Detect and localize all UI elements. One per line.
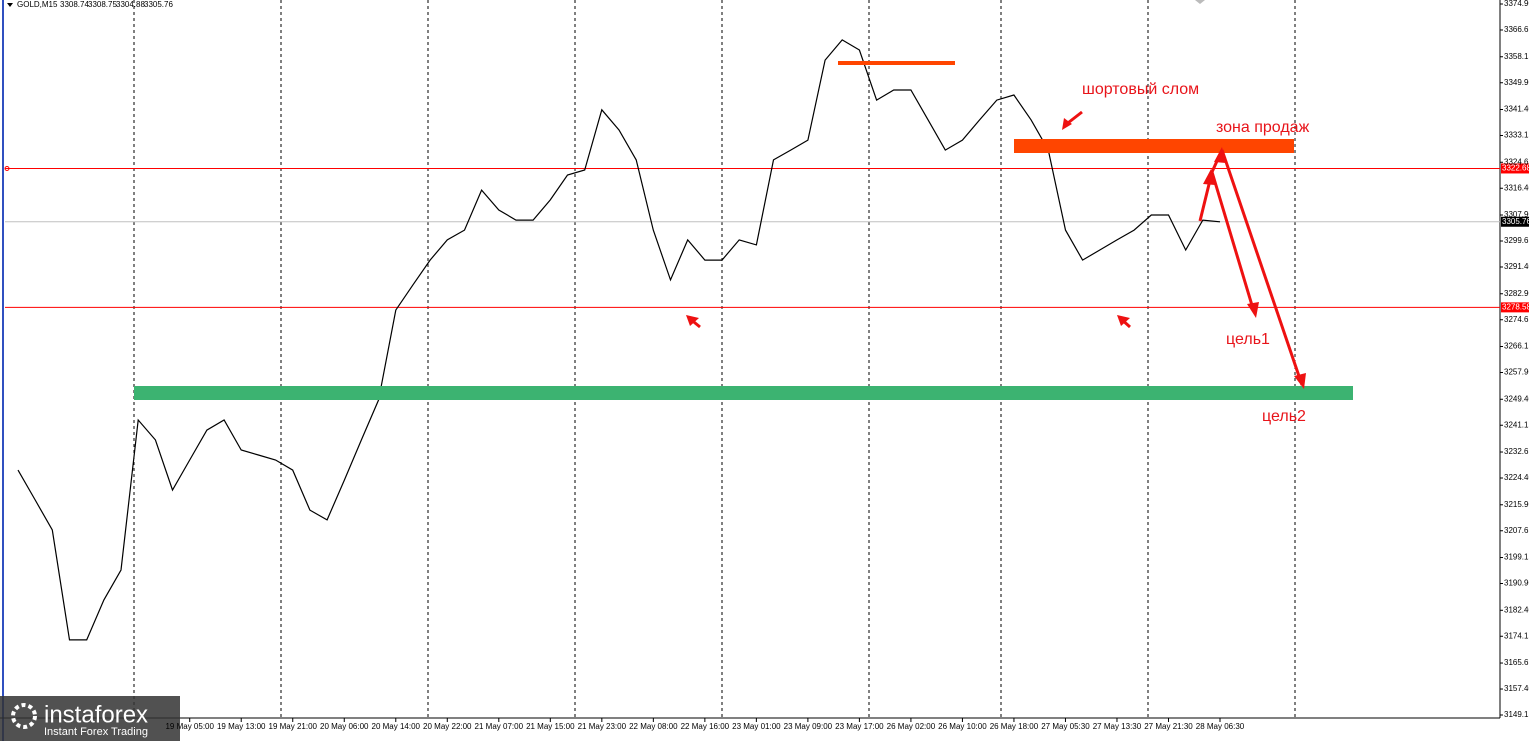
price-level-box: [1501, 163, 1529, 174]
watermark-tagline: Instant Forex Trading: [44, 726, 148, 738]
x-tick-label: 28 May 06:30: [1196, 722, 1245, 731]
x-tick-label: 20 May 14:00: [372, 722, 421, 731]
x-tick-label: 22 May 16:00: [681, 722, 730, 731]
x-tick-label: 23 May 17:00: [835, 722, 884, 731]
y-tick-label: 3341.40: [1504, 105, 1529, 114]
high: 3308.75: [88, 0, 117, 9]
y-tick-label: 3199.15: [1504, 553, 1529, 562]
y-tick-label: 3299.65: [1504, 236, 1529, 245]
watermark-box: [0, 696, 180, 741]
x-tick-label: 20 May 22:00: [423, 722, 472, 731]
x-tick-label: 27 May 13:30: [1093, 722, 1142, 731]
price-level-box: [1501, 216, 1529, 227]
y-tick-label: 3316.40: [1504, 183, 1529, 192]
plot: [17, 39, 1221, 641]
price-level-label: 3305.76: [1502, 217, 1529, 226]
x-tick-label: 19 May 05:00: [165, 722, 214, 731]
x-tick-label: 21 May 23:00: [578, 722, 627, 731]
annotation: зона продаж: [1216, 119, 1310, 136]
y-tick-label: 3307.90: [1504, 210, 1529, 219]
x-tick-label: 23 May 01:00: [732, 722, 781, 731]
x-tick-label: 20 May 06:00: [320, 722, 369, 731]
close: 3305.76: [144, 0, 173, 9]
annotation: цель2: [1262, 408, 1306, 425]
x-tick-label: 26 May 02:00: [887, 722, 936, 731]
x-tick-label: 22 May 08:00: [629, 722, 678, 731]
x-tick-label: 26 May 10:00: [938, 722, 987, 731]
y-tick-label: 3190.90: [1504, 579, 1529, 588]
x-tick-label: 19 May 13:00: [217, 722, 266, 731]
x-tick-label: 23 May 09:00: [784, 722, 833, 731]
y-tick-label: 3374.90: [1504, 0, 1529, 8]
y-tick-label: 3182.40: [1504, 605, 1529, 614]
arrow-heads: [686, 118, 1306, 389]
annotation: шортовый слом: [1082, 81, 1199, 98]
y-tick-label: 3157.40: [1504, 684, 1529, 693]
price-line: [17, 39, 1221, 641]
y-tick-label: 3165.65: [1504, 658, 1529, 667]
annotation: цель1: [1226, 331, 1270, 348]
y-tick-label: 3207.65: [1504, 526, 1529, 535]
level-anchor: [4, 165, 10, 171]
y-tick-label: 3174.15: [1504, 631, 1529, 640]
y-tick-label: 3149.15: [1504, 710, 1529, 719]
y-tick-label: 3333.15: [1504, 131, 1529, 140]
y-tick-label: 3257.90: [1504, 368, 1529, 377]
price-level-label: 3278.58: [1502, 302, 1529, 311]
y-tick-label: 3249.40: [1504, 394, 1529, 403]
y-tick-label: 3241.15: [1504, 420, 1529, 429]
low: 3304.88: [116, 0, 145, 9]
y-tick-label: 3358.15: [1504, 52, 1529, 61]
support-zone: [134, 386, 1353, 400]
open: 3308.74: [60, 0, 89, 9]
watermark: instaforex Instant Forex Trading: [0, 696, 180, 741]
menu-triangle: [7, 3, 13, 7]
y-tick-label: 3324.65: [1504, 157, 1529, 166]
watermark-icon: [11, 703, 37, 729]
y-tick-label: 3215.90: [1504, 500, 1529, 509]
y-tick-label: 3291.40: [1504, 262, 1529, 271]
y-tick-label: 3274.65: [1504, 315, 1529, 324]
x-tick-label: 21 May 15:00: [526, 722, 575, 731]
x-tick-label: 19 May 21:00: [269, 722, 318, 731]
watermark-name: instaforex: [44, 701, 148, 728]
symbol: GOLD,M15: [17, 0, 58, 9]
price-level-label: 3322.68: [1502, 164, 1529, 173]
y-tick-label: 3232.65: [1504, 447, 1529, 456]
sell-zone: [1014, 139, 1294, 153]
x-tick-label: 21 May 07:00: [475, 722, 524, 731]
y-tick-label: 3282.90: [1504, 289, 1529, 298]
header: GOLD,M15 3308.74 3308.75 3304.88 3305.76: [7, 0, 173, 9]
y-tick-label: 3366.65: [1504, 25, 1529, 34]
cursor-mark: [1195, 0, 1205, 4]
price-level-box: [1501, 302, 1529, 313]
x-tick-label: 26 May 18:00: [990, 722, 1039, 731]
y-tick-label: 3266.15: [1504, 342, 1529, 351]
x-tick-label: 27 May 21:30: [1144, 722, 1193, 731]
x-tick-label: 27 May 05:30: [1041, 722, 1090, 731]
y-tick-label: 3224.40: [1504, 473, 1529, 482]
y-tick-label: 3349.90: [1504, 78, 1529, 87]
